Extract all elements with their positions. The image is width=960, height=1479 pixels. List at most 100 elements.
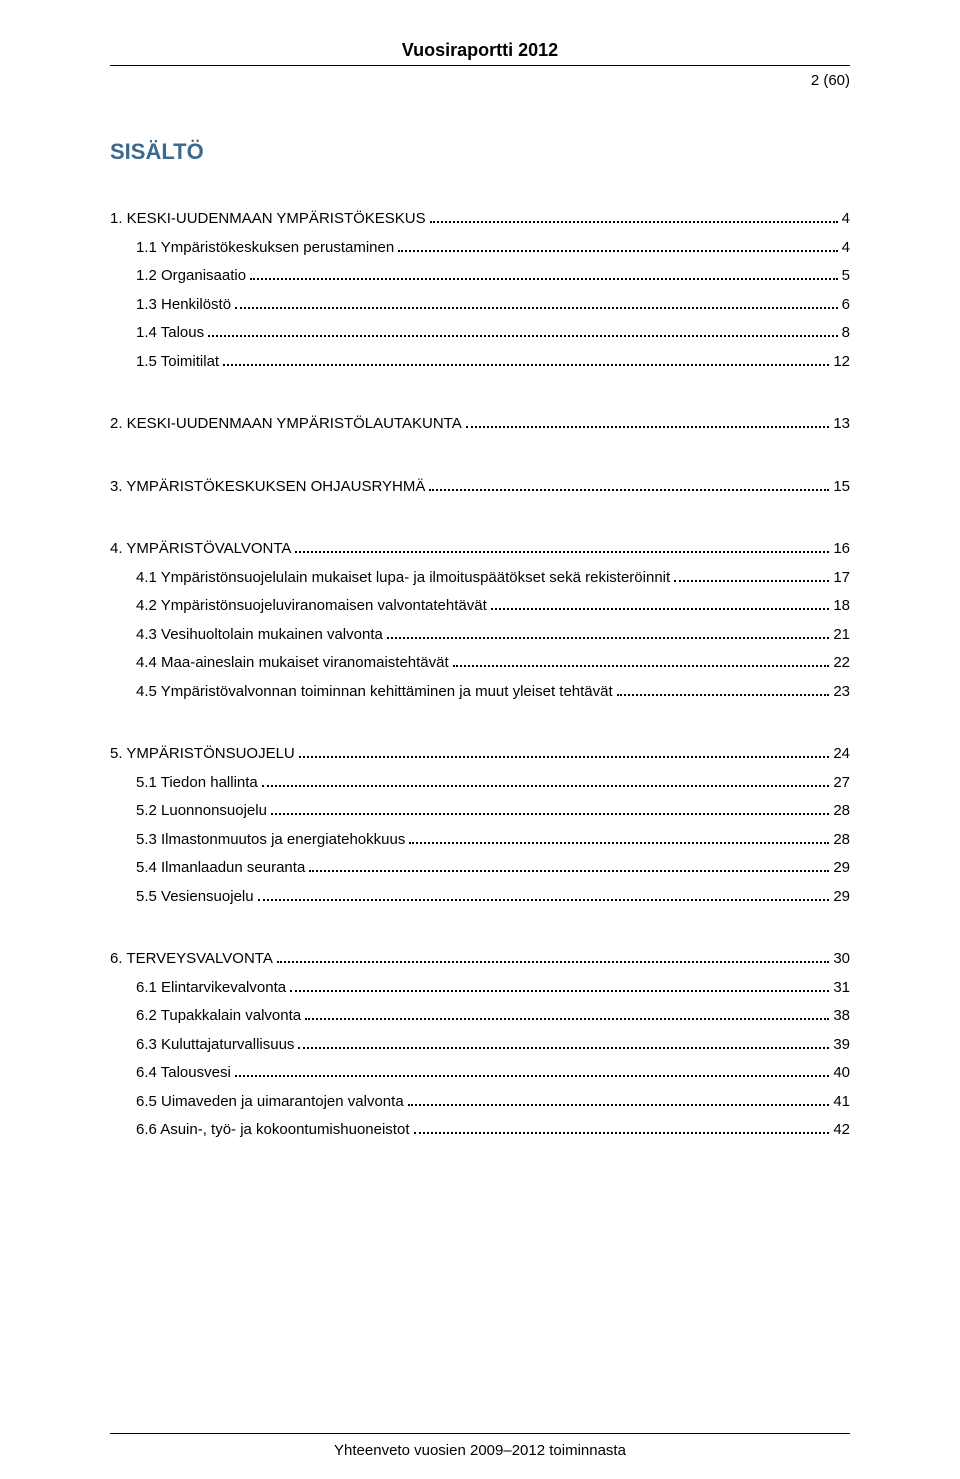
toc-dot-leader bbox=[298, 1047, 829, 1049]
toc-entry: 5. YMPÄRISTÖNSUOJELU 24 bbox=[110, 740, 850, 769]
toc-dot-leader bbox=[223, 364, 829, 366]
toc-dot-leader bbox=[409, 842, 829, 844]
toc-entry: 6. TERVEYSVALVONTA 30 bbox=[110, 945, 850, 974]
toc-entry-label: 6. TERVEYSVALVONTA bbox=[110, 945, 273, 974]
toc-entry-label: 6.3 Kuluttajaturvallisuus bbox=[136, 1031, 294, 1060]
toc-section: 5. YMPÄRISTÖNSUOJELU245.1 Tiedon hallint… bbox=[110, 740, 850, 911]
toc-dot-leader bbox=[295, 551, 829, 553]
toc-entry-page: 24 bbox=[833, 740, 850, 769]
toc-entry-page: 40 bbox=[833, 1059, 850, 1088]
toc-entry: 2. KESKI-UUDENMAAN YMPÄRISTÖLAUTAKUNTA 13 bbox=[110, 410, 850, 439]
toc-dot-leader bbox=[408, 1104, 830, 1106]
toc-entry: 6.5 Uimaveden ja uimarantojen valvonta 41 bbox=[136, 1088, 850, 1117]
toc-section: 4. YMPÄRISTÖVALVONTA164.1 Ympäristönsuoj… bbox=[110, 535, 850, 706]
toc-section: 6. TERVEYSVALVONTA 30 6.1 Elintarvikevalvo… bbox=[110, 945, 850, 1145]
toc-dot-leader bbox=[250, 278, 838, 280]
toc-entry-page: 28 bbox=[833, 797, 850, 826]
toc-entry-label: 6.6 Asuin-, työ- ja kokoontumishuoneisto… bbox=[136, 1116, 410, 1145]
toc-entry-page: 15 bbox=[833, 473, 850, 502]
toc-dot-leader bbox=[290, 990, 829, 992]
toc-dot-leader bbox=[617, 694, 830, 696]
toc-dot-leader bbox=[271, 813, 829, 815]
toc-container: 1. KESKI-UUDENMAAN YMPÄRISTÖKESKUS 41.1 Y… bbox=[110, 205, 850, 1145]
toc-entry: 5.3 Ilmastonmuutos ja energiatehokkuus28 bbox=[136, 826, 850, 855]
toc-dot-leader bbox=[414, 1132, 830, 1134]
toc-entry-label: 5. YMPÄRISTÖNSUOJELU bbox=[110, 740, 295, 769]
toc-entry-page: 12 bbox=[833, 348, 850, 377]
document-page: Vuosiraportti 2012 2 (60) SISÄLTÖ 1. KES… bbox=[0, 0, 960, 1479]
toc-dot-leader bbox=[491, 608, 830, 610]
toc-dot-leader bbox=[299, 756, 830, 758]
toc-entry-page: 29 bbox=[833, 854, 850, 883]
toc-entry-page: 17 bbox=[833, 564, 850, 593]
toc-entry-page: 42 bbox=[833, 1116, 850, 1145]
toc-entry-label: 1.2 Organisaatio bbox=[136, 262, 246, 291]
toc-entry: 1.1 Ympäristökeskuksen perustaminen4 bbox=[136, 234, 850, 263]
toc-entry-label: 2. KESKI-UUDENMAAN YMPÄRISTÖLAUTAKUNTA bbox=[110, 410, 462, 439]
toc-dot-leader bbox=[466, 426, 830, 428]
page-indicator: 2 (60) bbox=[110, 72, 850, 89]
toc-entry-page: 8 bbox=[842, 319, 850, 348]
toc-dot-leader bbox=[398, 250, 837, 252]
toc-entry-label: 6.4 Talousvesi bbox=[136, 1059, 231, 1088]
toc-entry: 4.2 Ympäristönsuojeluviranomaisen valvon… bbox=[136, 592, 850, 621]
toc-dot-leader bbox=[208, 335, 838, 337]
toc-section: 1. KESKI-UUDENMAAN YMPÄRISTÖKESKUS 41.1 Y… bbox=[110, 205, 850, 376]
toc-dot-leader bbox=[309, 870, 829, 872]
toc-entry-page: 21 bbox=[833, 621, 850, 650]
toc-entry-label: 4.2 Ympäristönsuojeluviranomaisen valvon… bbox=[136, 592, 487, 621]
toc-entry-page: 28 bbox=[833, 826, 850, 855]
toc-entry-page: 16 bbox=[833, 535, 850, 564]
toc-entry-page: 30 bbox=[833, 945, 850, 974]
toc-entry-label: 6.2 Tupakkalain valvonta bbox=[136, 1002, 301, 1031]
toc-entry-label: 6.1 Elintarvikevalvonta bbox=[136, 974, 286, 1003]
toc-entry: 4.5 Ympäristövalvonnan toiminnan kehittä… bbox=[136, 678, 850, 707]
toc-entry-page: 4 bbox=[842, 205, 850, 234]
toc-dot-leader bbox=[674, 580, 829, 582]
header-title: Vuosiraportti 2012 bbox=[110, 40, 850, 61]
toc-entry: 6.2 Tupakkalain valvonta38 bbox=[136, 1002, 850, 1031]
toc-dot-leader bbox=[277, 961, 829, 963]
toc-title: SISÄLTÖ bbox=[110, 139, 850, 165]
toc-entry-page: 18 bbox=[833, 592, 850, 621]
toc-entry-label: 5.4 Ilmanlaadun seuranta bbox=[136, 854, 305, 883]
toc-entry: 5.1 Tiedon hallinta 27 bbox=[136, 769, 850, 798]
toc-entry-page: 23 bbox=[833, 678, 850, 707]
toc-entry-page: 39 bbox=[833, 1031, 850, 1060]
toc-entry: 4.4 Maa-aineslain mukaiset viranomaisteh… bbox=[136, 649, 850, 678]
toc-entry-page: 41 bbox=[833, 1088, 850, 1117]
toc-entry-page: 31 bbox=[833, 974, 850, 1003]
footer-text: Yhteenveto vuosien 2009–2012 toiminnasta bbox=[110, 1442, 850, 1459]
toc-dot-leader bbox=[429, 489, 829, 491]
toc-entry-page: 13 bbox=[833, 410, 850, 439]
toc-section: 3. YMPÄRISTÖKESKUKSEN OHJAUSRYHMÄ 15 bbox=[110, 473, 850, 502]
toc-entry-page: 27 bbox=[833, 769, 850, 798]
toc-entry-label: 3. YMPÄRISTÖKESKUKSEN OHJAUSRYHMÄ bbox=[110, 473, 425, 502]
toc-dot-leader bbox=[453, 665, 830, 667]
toc-entry: 1.2 Organisaatio 5 bbox=[136, 262, 850, 291]
toc-entry: 5.5 Vesiensuojelu29 bbox=[136, 883, 850, 912]
toc-entry: 1.4 Talous8 bbox=[136, 319, 850, 348]
toc-entry: 1.5 Toimitilat12 bbox=[136, 348, 850, 377]
toc-entry-label: 4.3 Vesihuoltolain mukainen valvonta bbox=[136, 621, 383, 650]
toc-dot-leader bbox=[235, 307, 838, 309]
toc-entry: 5.4 Ilmanlaadun seuranta 29 bbox=[136, 854, 850, 883]
toc-entry: 3. YMPÄRISTÖKESKUKSEN OHJAUSRYHMÄ 15 bbox=[110, 473, 850, 502]
toc-dot-leader bbox=[430, 221, 838, 223]
footer-rule bbox=[110, 1433, 850, 1434]
toc-entry-label: 4. YMPÄRISTÖVALVONTA bbox=[110, 535, 291, 564]
toc-entry: 6.6 Asuin-, työ- ja kokoontumishuoneisto… bbox=[136, 1116, 850, 1145]
toc-entry-label: 5.5 Vesiensuojelu bbox=[136, 883, 254, 912]
toc-entry-page: 6 bbox=[842, 291, 850, 320]
toc-entry-label: 1.3 Henkilöstö bbox=[136, 291, 231, 320]
toc-entry-label: 5.1 Tiedon hallinta bbox=[136, 769, 258, 798]
toc-entry-label: 6.5 Uimaveden ja uimarantojen valvonta bbox=[136, 1088, 404, 1117]
toc-section: 2. KESKI-UUDENMAAN YMPÄRISTÖLAUTAKUNTA 13 bbox=[110, 410, 850, 439]
toc-entry-page: 5 bbox=[842, 262, 850, 291]
toc-entry-page: 22 bbox=[833, 649, 850, 678]
toc-entry-label: 1. KESKI-UUDENMAAN YMPÄRISTÖKESKUS bbox=[110, 205, 426, 234]
toc-entry: 1. KESKI-UUDENMAAN YMPÄRISTÖKESKUS 4 bbox=[110, 205, 850, 234]
toc-dot-leader bbox=[305, 1018, 829, 1020]
header-rule bbox=[110, 65, 850, 66]
toc-entry: 6.3 Kuluttajaturvallisuus 39 bbox=[136, 1031, 850, 1060]
